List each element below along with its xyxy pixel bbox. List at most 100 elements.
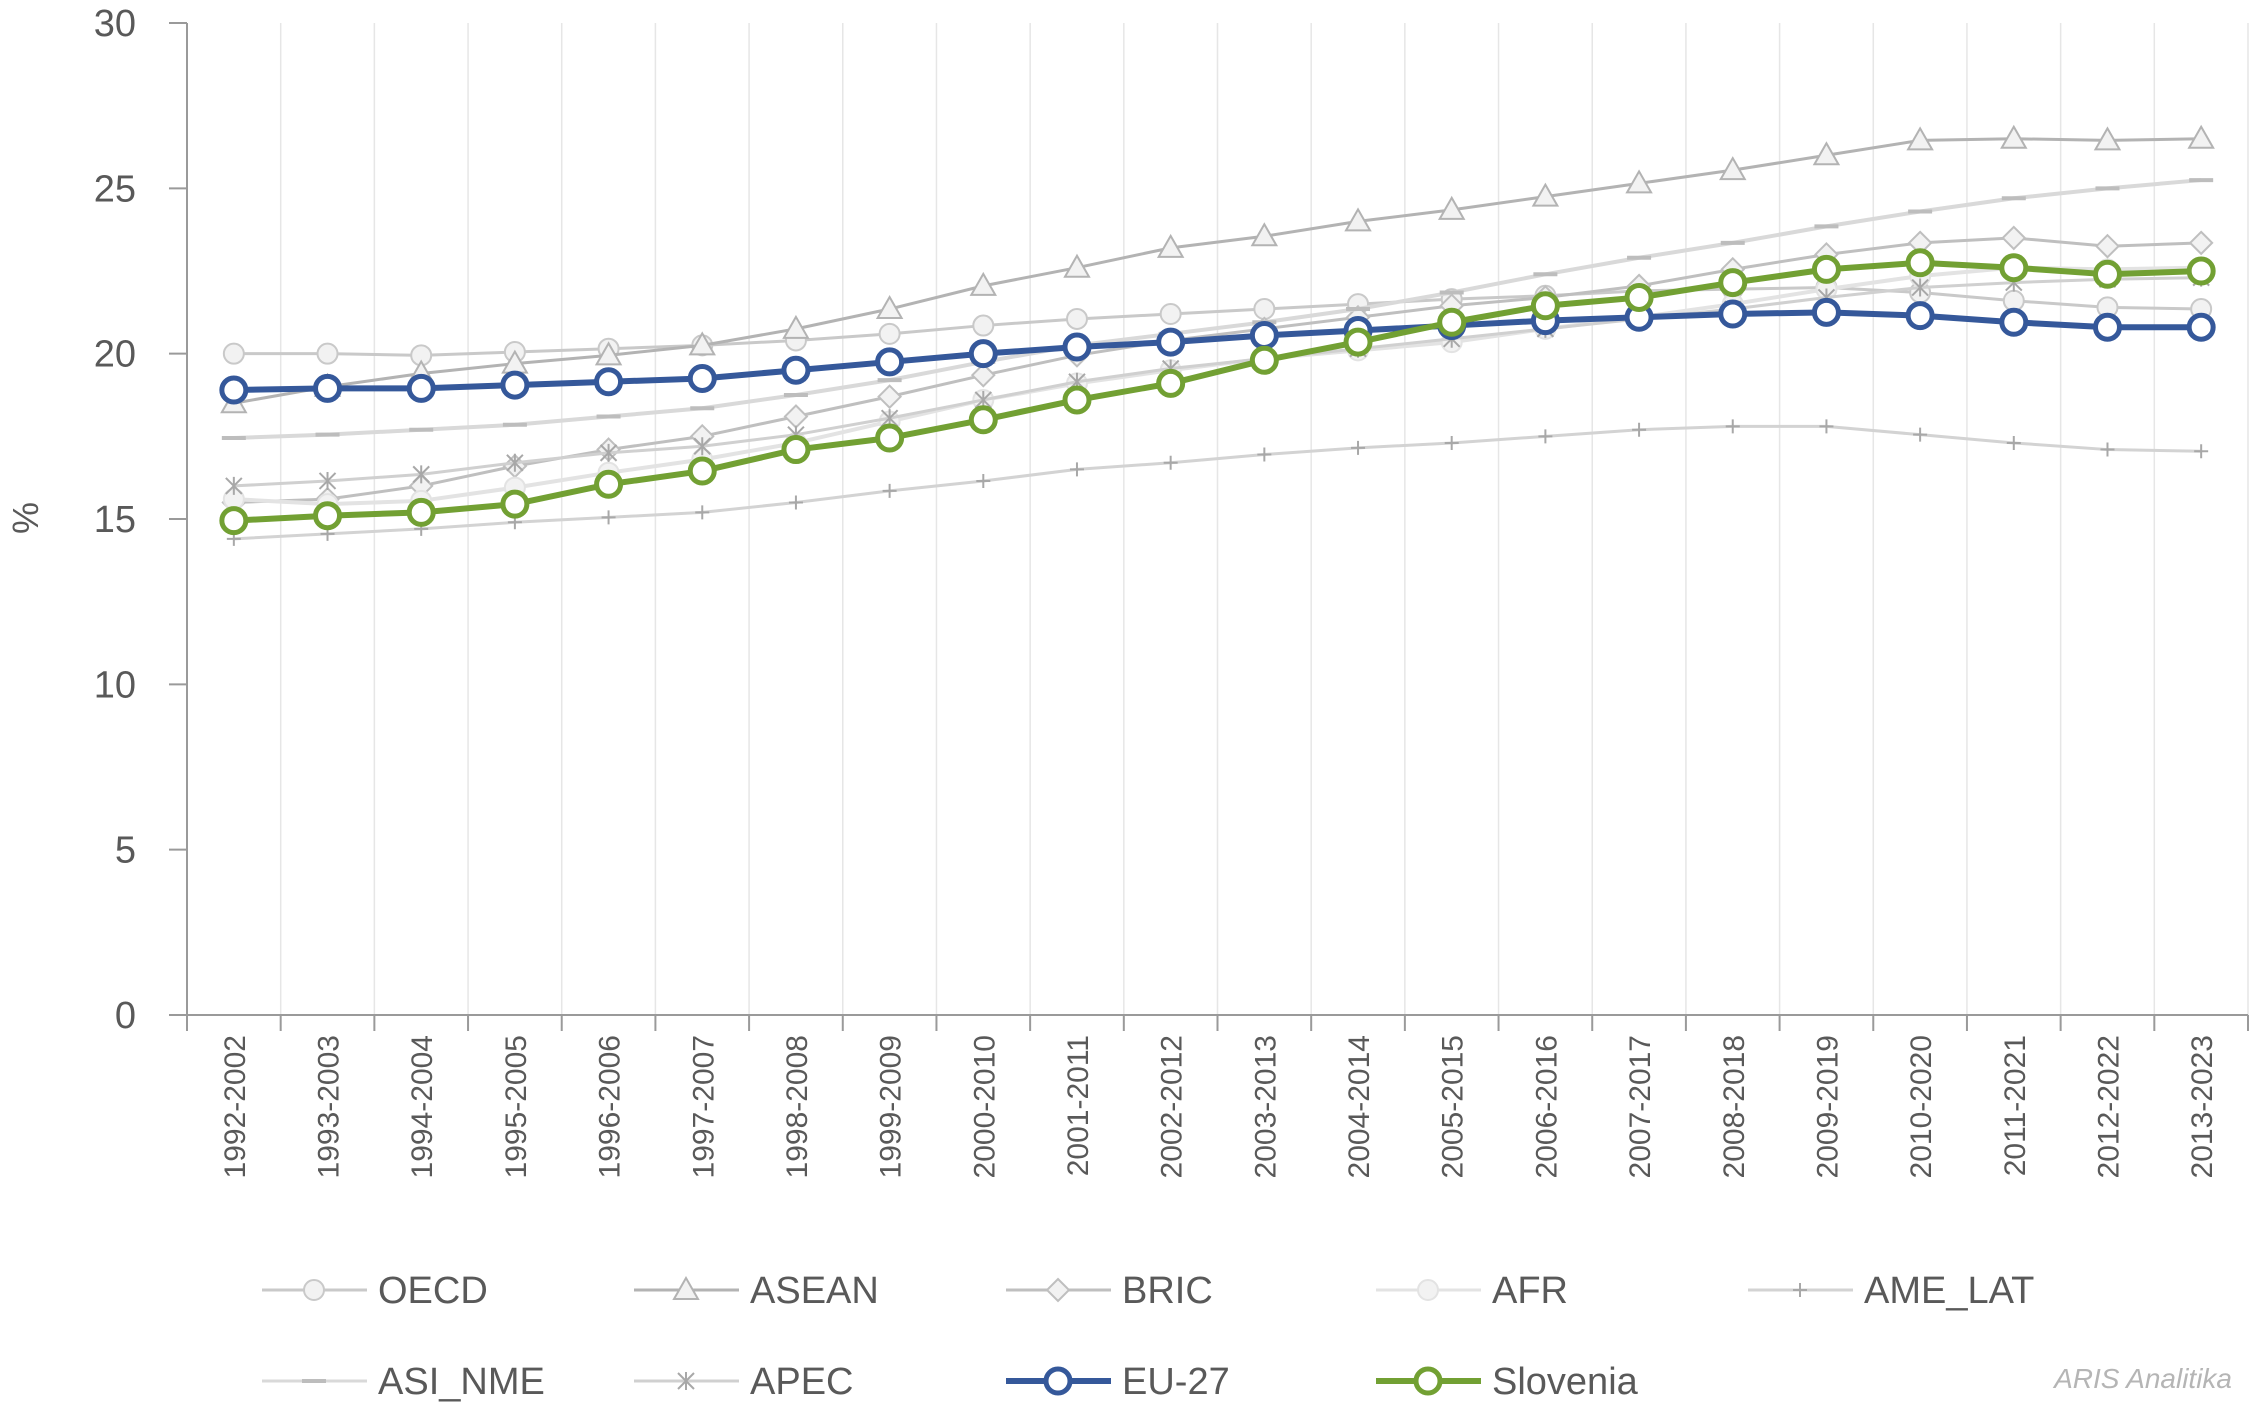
legend-label: ASEAN xyxy=(750,1270,879,1312)
data-point xyxy=(1538,429,1553,444)
series-line xyxy=(233,259,2202,524)
legend-item: APEC xyxy=(634,1361,853,1403)
data-point xyxy=(1062,332,1092,362)
data-point xyxy=(1250,222,1279,247)
x-tick-label: 2010-2020 xyxy=(1905,1035,1938,1178)
data-point xyxy=(1812,141,1841,166)
legend-label: Slovenia xyxy=(1492,1361,1639,1403)
legend-item: ASEAN xyxy=(634,1270,879,1312)
data-point xyxy=(2092,259,2122,289)
data-point xyxy=(875,347,905,377)
legend-item: Slovenia xyxy=(1376,1361,1639,1403)
data-point xyxy=(968,339,998,369)
data-point xyxy=(1069,462,1084,477)
series-ame-lat xyxy=(226,419,2209,546)
x-tick-label: 2013-2023 xyxy=(2186,1035,2219,1178)
y-tick-label: 0 xyxy=(115,995,136,1037)
data-point xyxy=(594,341,623,366)
data-point xyxy=(1065,307,1088,330)
x-tick-label: 1997-2007 xyxy=(687,1035,720,1178)
x-tick-label: 1993-2003 xyxy=(313,1035,346,1178)
data-point xyxy=(506,453,524,472)
data-point xyxy=(2092,312,2122,342)
data-point xyxy=(601,510,616,525)
series-eu-27 xyxy=(219,297,2216,405)
x-tick-label: 2000-2010 xyxy=(968,1035,1001,1178)
data-point xyxy=(2001,225,2027,251)
series-line xyxy=(233,309,2202,394)
data-point xyxy=(406,497,436,527)
data-point xyxy=(687,363,717,393)
legend-item: ASI_NME xyxy=(262,1361,545,1403)
data-point xyxy=(1043,1366,1073,1396)
data-point xyxy=(318,471,337,490)
legend-label: APEC xyxy=(750,1361,853,1403)
data-point xyxy=(225,476,243,495)
legend-label: AME_LAT xyxy=(1864,1270,2034,1312)
data-point xyxy=(781,435,811,465)
legend-item: BRIC xyxy=(1006,1270,1213,1312)
data-point xyxy=(303,1279,325,1301)
y-tick-label: 15 xyxy=(94,499,136,541)
legend-label: BRIC xyxy=(1122,1270,1213,1312)
data-point xyxy=(695,505,710,520)
data-point xyxy=(1793,1283,1807,1297)
data-point xyxy=(1045,1277,1071,1303)
data-point xyxy=(2187,124,2215,149)
data-point xyxy=(2093,126,2122,151)
data-point xyxy=(1343,327,1373,357)
data-point xyxy=(1163,455,1178,470)
legend-label: ASI_NME xyxy=(378,1361,545,1403)
data-point xyxy=(1905,248,1935,278)
data-point xyxy=(875,295,904,320)
series-line xyxy=(233,286,2202,357)
legend-item: AFR xyxy=(1376,1270,1568,1312)
data-point xyxy=(2006,435,2021,450)
data-point xyxy=(2000,124,2028,149)
legend-item: AME_LAT xyxy=(1748,1270,2034,1312)
data-point xyxy=(1437,307,1467,337)
data-point xyxy=(875,423,905,453)
data-point xyxy=(1444,435,1459,450)
series-line xyxy=(233,178,2202,440)
data-point xyxy=(877,384,903,410)
legend-item: EU-27 xyxy=(1006,1361,1230,1403)
data-point xyxy=(1624,282,1654,312)
data-point xyxy=(970,362,996,388)
data-point xyxy=(972,314,995,337)
data-point xyxy=(1531,182,1560,207)
legend-label: OECD xyxy=(378,1270,488,1312)
series-line xyxy=(233,276,2202,488)
data-point xyxy=(1725,419,1740,434)
data-point xyxy=(219,506,249,536)
data-point xyxy=(1625,169,1653,194)
data-point xyxy=(222,342,245,365)
data-point xyxy=(781,355,811,385)
data-point xyxy=(1437,195,1466,220)
x-tick-label: 2008-2018 xyxy=(1718,1035,1751,1178)
x-tick-label: 2001-2011 xyxy=(1062,1035,1095,1176)
data-point xyxy=(2095,233,2120,259)
x-axis-ticks: 1992-2002 1993-2003 1994-2004 1995-2005 1996… xyxy=(186,1015,2249,1178)
data-point xyxy=(1913,427,1928,442)
x-tick-label: 1994-2004 xyxy=(406,1035,439,1178)
x-tick-label: 2006-2016 xyxy=(1530,1035,1563,1178)
y-tick-label: 30 xyxy=(94,3,136,45)
data-point xyxy=(1413,1366,1443,1396)
y-tick-label: 20 xyxy=(94,334,136,376)
data-point xyxy=(878,322,901,345)
data-point xyxy=(500,370,530,400)
data-point xyxy=(1257,447,1272,462)
legend-item: OECD xyxy=(262,1270,488,1312)
x-tick-label: 1992-2002 xyxy=(219,1035,252,1178)
data-point xyxy=(882,483,897,498)
data-point xyxy=(672,1275,700,1300)
y-tick-label: 25 xyxy=(94,168,136,210)
x-tick-label: 2005-2015 xyxy=(1437,1035,1470,1178)
data-point xyxy=(2100,442,2115,457)
data-point xyxy=(219,375,249,405)
data-point xyxy=(1156,327,1186,357)
data-point xyxy=(783,404,809,429)
data-point xyxy=(1905,301,1935,331)
data-point xyxy=(1159,302,1182,325)
